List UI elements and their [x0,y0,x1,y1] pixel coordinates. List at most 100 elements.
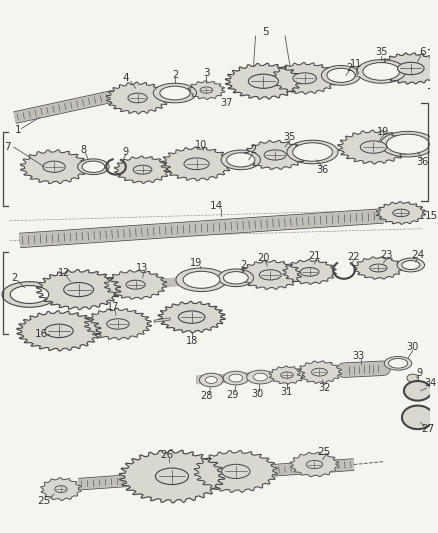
Polygon shape [104,270,167,299]
Ellipse shape [64,282,94,297]
Ellipse shape [254,373,267,381]
Ellipse shape [55,486,67,492]
Text: 2: 2 [172,70,178,80]
Polygon shape [161,147,232,181]
Text: 2: 2 [346,63,352,74]
Text: 15: 15 [424,211,438,221]
Ellipse shape [389,359,408,368]
Polygon shape [239,261,301,289]
Polygon shape [404,381,430,401]
Ellipse shape [10,286,49,303]
Text: 37: 37 [220,98,232,108]
Polygon shape [269,366,305,384]
Text: 23: 23 [380,250,392,260]
Text: 1: 1 [14,125,21,135]
Ellipse shape [393,209,409,217]
Text: 10: 10 [195,140,208,150]
Text: 17: 17 [107,302,119,312]
Text: 6: 6 [419,47,426,56]
Ellipse shape [384,357,412,370]
Polygon shape [354,257,403,279]
Ellipse shape [321,66,360,85]
Text: 5: 5 [262,27,268,37]
Ellipse shape [293,143,332,161]
Ellipse shape [259,270,281,280]
Text: 26: 26 [160,450,174,459]
Ellipse shape [300,268,319,276]
Ellipse shape [128,93,147,103]
Polygon shape [378,53,438,84]
Ellipse shape [287,140,338,164]
Polygon shape [41,478,81,500]
Polygon shape [85,308,152,340]
Polygon shape [297,361,342,383]
Ellipse shape [183,271,220,288]
Text: 36: 36 [417,157,429,167]
Polygon shape [20,150,88,183]
Ellipse shape [398,62,424,75]
Polygon shape [17,311,101,351]
Ellipse shape [223,272,248,284]
Polygon shape [338,130,409,164]
Text: 32: 32 [318,383,331,393]
Text: 9: 9 [417,368,423,378]
Polygon shape [188,81,225,99]
Ellipse shape [306,461,323,469]
Polygon shape [376,201,426,224]
Ellipse shape [363,62,400,80]
Text: 2: 2 [251,145,257,155]
Ellipse shape [160,86,190,100]
Text: 13: 13 [136,263,148,273]
Polygon shape [244,141,306,169]
Text: 30: 30 [406,342,419,352]
Polygon shape [194,450,278,492]
Text: 7: 7 [4,142,11,152]
Text: 8: 8 [81,145,87,155]
Ellipse shape [199,373,223,387]
Ellipse shape [402,261,420,270]
Ellipse shape [327,68,355,83]
Ellipse shape [247,370,274,384]
Text: 36: 36 [316,165,328,175]
Ellipse shape [205,377,217,383]
Ellipse shape [386,134,429,154]
Text: 34: 34 [424,378,437,388]
Ellipse shape [370,264,387,272]
Text: 2: 2 [12,273,18,283]
Text: 25: 25 [318,447,331,457]
Ellipse shape [223,371,249,385]
Ellipse shape [357,60,406,83]
Ellipse shape [226,153,255,167]
Text: 2: 2 [240,260,247,270]
Text: 11: 11 [350,59,362,69]
Text: 4: 4 [123,74,129,83]
Ellipse shape [43,161,65,172]
Ellipse shape [133,165,152,174]
Ellipse shape [176,268,227,292]
Text: 12: 12 [58,268,70,278]
Ellipse shape [281,372,293,378]
Text: 35: 35 [284,132,296,142]
Ellipse shape [218,269,254,287]
Ellipse shape [184,158,209,169]
Polygon shape [283,260,336,284]
Ellipse shape [222,464,250,479]
Ellipse shape [82,161,105,172]
Text: 21: 21 [308,251,321,261]
Text: 25: 25 [38,496,51,506]
Ellipse shape [407,374,419,382]
Text: 29: 29 [227,390,239,400]
Ellipse shape [153,83,197,103]
Ellipse shape [2,282,57,308]
Text: 27: 27 [421,424,434,434]
Ellipse shape [45,324,73,337]
Text: 3: 3 [203,68,210,78]
Text: 19: 19 [191,258,203,268]
Ellipse shape [178,311,205,324]
Text: 19: 19 [377,127,389,138]
Ellipse shape [248,74,279,88]
Polygon shape [119,450,225,503]
Text: 24: 24 [411,250,424,260]
Text: 31: 31 [280,387,292,397]
Polygon shape [106,82,169,114]
